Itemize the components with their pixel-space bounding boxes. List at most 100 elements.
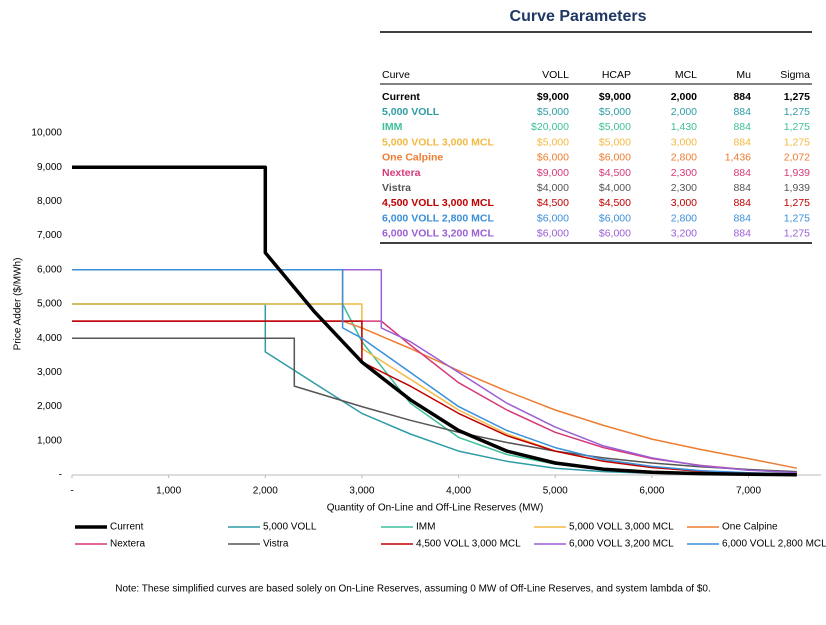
y-tick-label: 10,000	[31, 128, 62, 139]
y-tick-label: 2,000	[37, 401, 62, 412]
table-title: Curve Parameters	[510, 8, 647, 25]
table-cell: Current	[382, 91, 420, 103]
table-cell: $9,000	[537, 91, 569, 103]
x-tick-label: 1,000	[156, 486, 181, 497]
legend-label: One Calpine	[722, 522, 778, 533]
series-line	[72, 165, 797, 477]
table-cell: 884	[733, 212, 751, 224]
x-tick-label: 3,000	[349, 486, 374, 497]
table-cell: 1,939	[784, 182, 810, 194]
table-cell: $5,000	[599, 136, 631, 148]
legend-label: 5,000 VOLL	[263, 522, 317, 533]
table-cell: $6,000	[537, 228, 569, 240]
table-cell: 1,275	[784, 91, 810, 103]
table-cell: 1,275	[784, 121, 810, 133]
legend-label: Current	[110, 522, 144, 533]
x-tick-label: 5,000	[543, 486, 568, 497]
table-cell: 4,500 VOLL 3,000 MCL	[382, 197, 494, 209]
table-cell: $4,500	[599, 197, 631, 209]
table-cell: 2,800	[671, 212, 697, 224]
table-cell: $4,500	[599, 167, 631, 179]
y-tick-label: 7,000	[37, 230, 62, 241]
table-cell: 1,939	[784, 167, 810, 179]
table-cell: Vistra	[382, 182, 411, 194]
table-cell: 1,275	[784, 136, 810, 148]
table-cell: 2,072	[784, 152, 810, 164]
legend-label: 6,000 VOLL 3,200 MCL	[569, 539, 674, 550]
table-cell: $9,000	[599, 91, 631, 103]
series-line	[72, 269, 797, 469]
table-cell: $5,000	[537, 136, 569, 148]
table-cell: $6,000	[599, 228, 631, 240]
series-line	[72, 320, 797, 474]
y-tick-label: 3,000	[37, 367, 62, 378]
y-tick-label: 8,000	[37, 196, 62, 207]
series-line	[72, 269, 797, 474]
y-tick-label: 6,000	[37, 264, 62, 275]
table-cell: 1,275	[784, 212, 810, 224]
table-cell: 3,000	[671, 197, 697, 209]
table-cell: 1,436	[725, 152, 751, 164]
legend-label: 4,500 VOLL 3,000 MCL	[416, 539, 521, 550]
table-cell: 1,275	[784, 106, 810, 118]
table-cell: $5,000	[599, 106, 631, 118]
table-header: VOLL	[542, 69, 569, 81]
table-cell: $20,000	[531, 121, 569, 133]
legend-label: 5,000 VOLL 3,000 MCL	[569, 522, 674, 533]
table-cell: $5,000	[599, 121, 631, 133]
table-header: Sigma	[780, 69, 810, 81]
table-cell: 884	[733, 121, 751, 133]
table-cell: 2,300	[671, 182, 697, 194]
table-cell: 884	[733, 197, 751, 209]
table-cell: 6,000 VOLL 3,200 MCL	[382, 228, 494, 240]
series-line	[72, 320, 797, 475]
legend-label: 6,000 VOLL 2,800 MCL	[722, 539, 826, 550]
table-cell: $5,000	[537, 106, 569, 118]
table-cell: $4,500	[537, 197, 569, 209]
table-cell: $6,000	[537, 212, 569, 224]
table-header: MCL	[675, 69, 697, 81]
table-cell: 5,000 VOLL	[382, 106, 440, 118]
table-cell: 2,000	[671, 91, 697, 103]
table-cell: 3,200	[671, 228, 697, 240]
table-cell: $6,000	[599, 212, 631, 224]
table-cell: 884	[733, 182, 751, 194]
table-cell: $6,000	[537, 152, 569, 164]
x-tick-label: 6,000	[639, 486, 664, 497]
table-cell: 2,300	[671, 167, 697, 179]
table-cell: 2,000	[671, 106, 697, 118]
series-line	[72, 337, 797, 473]
y-tick-label: 5,000	[37, 299, 62, 310]
x-tick-label: -	[70, 486, 73, 497]
table-cell: $6,000	[599, 152, 631, 164]
y-tick-label: -	[59, 470, 62, 481]
table-cell: Nextera	[382, 167, 421, 179]
table-cell: 884	[733, 91, 751, 103]
table-cell: 5,000 VOLL 3,000 MCL	[382, 136, 494, 148]
table-cell: IMM	[382, 121, 403, 133]
table-cell: 884	[733, 167, 751, 179]
y-tick-label: 4,000	[37, 333, 62, 344]
x-axis-title: Quantity of On-Line and Off-Line Reserve…	[327, 503, 544, 514]
legend-label: Vistra	[263, 539, 289, 550]
legend-label: IMM	[416, 522, 435, 533]
table-cell: 884	[733, 228, 751, 240]
table-header: Curve	[382, 69, 410, 81]
table-cell: 2,800	[671, 152, 697, 164]
legend-label: Nextera	[110, 539, 145, 550]
table-cell: 884	[733, 136, 751, 148]
table-cell: $9,000	[537, 167, 569, 179]
x-tick-label: 4,000	[446, 486, 471, 497]
note: Note: These simplified curves are based …	[115, 584, 710, 595]
table-cell: One Calpine	[382, 152, 443, 164]
table-cell: 1,430	[671, 121, 697, 133]
table-cell: 1,275	[784, 197, 810, 209]
y-tick-label: 9,000	[37, 162, 62, 173]
table-cell: 6,000 VOLL 2,800 MCL	[382, 212, 494, 224]
table-header: Mu	[736, 69, 751, 81]
table-cell: 3,000	[671, 136, 697, 148]
table-cell: $4,000	[599, 182, 631, 194]
table-cell: 1,275	[784, 228, 810, 240]
y-tick-label: 1,000	[37, 435, 62, 446]
